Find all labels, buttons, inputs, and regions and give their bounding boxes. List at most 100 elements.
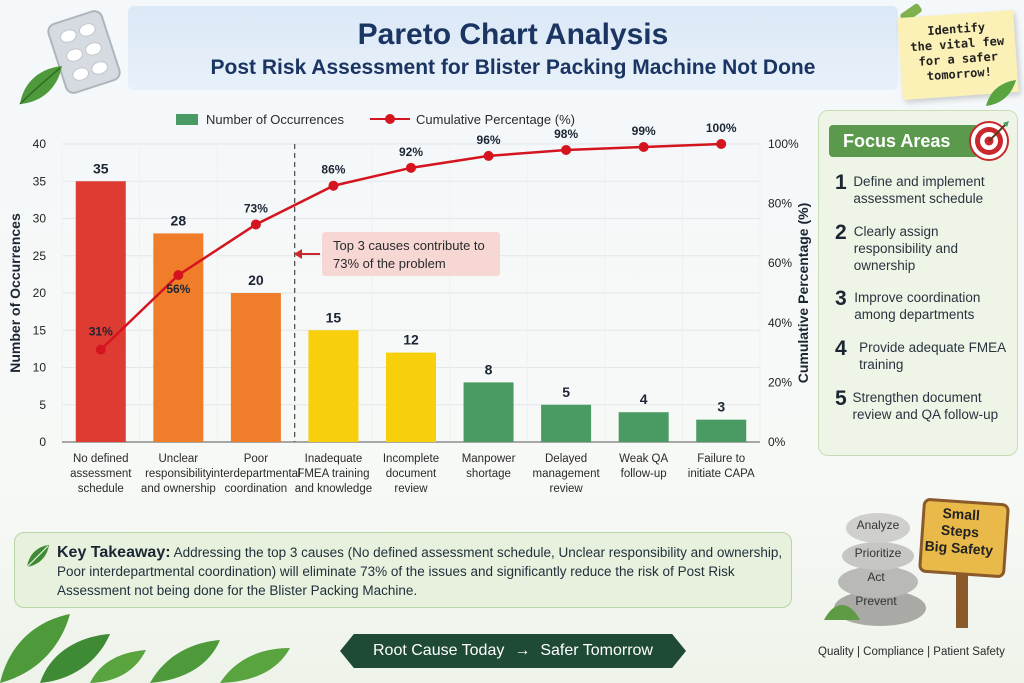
cumulative-label: 98% <box>554 127 578 141</box>
cumulative-label: 96% <box>477 133 501 147</box>
focus-item-number: 4 <box>835 337 847 360</box>
cumulative-label: 86% <box>321 163 345 177</box>
y-tick-label: 15 <box>33 323 47 337</box>
header-banner: Pareto Chart Analysis Post Risk Assessme… <box>128 6 898 90</box>
x-tick-label: and knowledge <box>295 483 372 495</box>
x-tick-label: Delayed <box>545 453 587 465</box>
y-tick-label: 20 <box>33 286 47 300</box>
legend-line-label: Cumulative Percentage (%) <box>416 111 575 127</box>
y-axis-title: Number of Occurrences <box>7 213 23 373</box>
x-tick-label: schedule <box>78 483 124 495</box>
x-tick-label: Poor <box>244 453 268 465</box>
focus-item-number: 1 <box>835 171 847 194</box>
bottom-banner: Root Cause Today → Safer Tomorrow <box>340 634 686 668</box>
cumulative-point <box>173 270 184 281</box>
foliage-icon <box>0 614 146 683</box>
y-tick-label: 30 <box>33 212 47 226</box>
cumulative-point <box>483 150 494 161</box>
legend-bar-label: Number of Occurrences <box>206 111 344 127</box>
focus-areas-title: Focus Areas <box>829 125 979 157</box>
y2-tick-label: 100% <box>768 137 799 151</box>
focus-item-number: 2 <box>835 221 847 244</box>
bar <box>308 330 359 442</box>
bar-value-label: 15 <box>326 309 342 325</box>
cumulative-point <box>250 219 261 230</box>
cumulative-point <box>328 180 339 191</box>
banner-left-text: Root Cause Today <box>373 642 505 659</box>
cumulative-label: 92% <box>399 145 423 159</box>
y2-tick-label: 20% <box>768 375 792 389</box>
x-tick-label: and ownership <box>141 483 216 495</box>
y-tick-label: 35 <box>33 174 47 188</box>
bar <box>463 382 514 442</box>
bar-value-label: 35 <box>93 160 109 176</box>
x-tick-label: assessment <box>70 468 132 480</box>
x-tick-label: review <box>549 483 583 495</box>
cumulative-point <box>716 139 727 149</box>
leaf-icon <box>19 66 62 105</box>
y2-axis-title: Cumulative Percentage (%) <box>795 203 811 384</box>
x-tick-label: Incomplete <box>383 453 439 465</box>
focus-item: 5 Strengthen document review and QA foll… <box>835 387 1015 423</box>
focus-item-text: Clearly assign responsibility and owners… <box>853 224 959 273</box>
stone-label: Analyze <box>856 518 900 532</box>
y-tick-label: 40 <box>33 137 47 151</box>
sign-text: Small Steps Big Safety <box>916 503 1003 560</box>
focus-areas-panel: Focus Areas 1 Define and implement asses… <box>818 110 1018 456</box>
cumulative-label: 99% <box>632 124 656 138</box>
target-icon <box>969 121 1009 161</box>
y-tick-label: 0 <box>39 435 46 449</box>
x-tick-label: review <box>394 483 428 495</box>
focus-item: 4 Provide adequate FMEA training <box>835 337 1015 373</box>
stone-label: Prevent <box>855 594 897 608</box>
key-takeaway-label: Key Takeaway: <box>57 544 171 561</box>
x-tick-label: document <box>386 468 437 480</box>
y-tick-label: 5 <box>39 398 46 412</box>
leaf-icon <box>26 545 49 568</box>
cumulative-label: 73% <box>244 201 268 215</box>
legend-line-swatch <box>370 113 410 125</box>
cumulative-label: 100% <box>706 121 737 135</box>
focus-item-text: Improve coordination among departments <box>854 290 981 322</box>
x-tick-label: management <box>533 468 601 480</box>
x-tick-label: shortage <box>466 468 511 480</box>
x-tick-label: Failure to <box>697 453 745 465</box>
annotation-text: Top 3 causes contribute to <box>333 238 485 253</box>
bar <box>696 419 747 442</box>
bar <box>230 293 281 442</box>
x-tick-label: interdepartmental <box>211 468 301 480</box>
page-subtitle: Post Risk Assessment for Blister Packing… <box>210 56 816 79</box>
x-tick-label: follow-up <box>621 468 667 480</box>
bar <box>386 352 436 442</box>
focus-item-text: Provide adequate FMEA training <box>859 340 1006 372</box>
key-takeaway-text: Key Takeaway: Addressing the top 3 cause… <box>57 543 785 600</box>
focus-item-text: Strengthen document review and QA follow… <box>852 390 999 422</box>
x-tick-label: initiate CAPA <box>688 468 755 480</box>
cumulative-point <box>561 144 572 155</box>
bar-value-label: 20 <box>248 272 264 288</box>
cumulative-point <box>406 162 416 173</box>
blister-pack-icon <box>47 10 121 94</box>
bar-value-label: 4 <box>640 391 648 407</box>
y-tick-label: 10 <box>33 361 47 375</box>
stone-label: Act <box>867 570 885 584</box>
cumulative-point <box>95 344 106 355</box>
key-takeaway-body: Addressing the top 3 causes (No defined … <box>57 545 783 598</box>
cumulative-point <box>638 141 649 152</box>
x-tick-label: Inadequate <box>305 453 363 465</box>
cumulative-label: 56% <box>166 282 190 296</box>
x-tick-label: FMEA training <box>297 468 369 480</box>
y2-tick-label: 0% <box>768 435 786 449</box>
footer-tags: Quality | Compliance | Patient Safety <box>818 646 1005 658</box>
annotation-text: 73% of the problem <box>333 256 446 271</box>
x-tick-label: Manpower <box>462 453 516 465</box>
stone-stack-icon <box>824 513 926 626</box>
y2-tick-label: 60% <box>768 256 792 270</box>
x-tick-label: responsibility <box>145 468 212 480</box>
cumulative-label: 31% <box>89 325 113 339</box>
arrow-right-icon: → <box>514 642 531 659</box>
x-tick-label: Weak QA <box>619 453 668 465</box>
y2-tick-label: 80% <box>768 197 792 211</box>
legend-bar-swatch <box>176 113 198 125</box>
